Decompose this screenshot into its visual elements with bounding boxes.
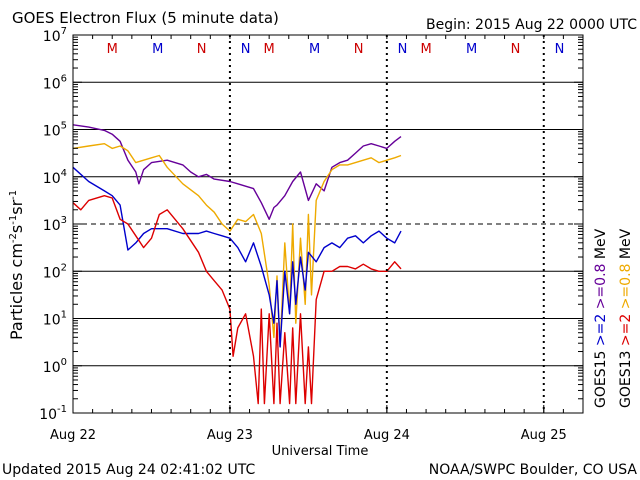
satellite-local-time-marker: N — [555, 42, 565, 57]
grid-lines — [73, 81, 583, 367]
y-tick-exponent: 0 — [61, 357, 67, 368]
satellite-local-time-marker: M — [264, 42, 275, 57]
y-tick-label: 102 — [43, 262, 67, 281]
legend-satellite: GOES13 — [618, 351, 634, 408]
legend-channel-2mev: >=2 — [593, 314, 609, 351]
legend-satellite: GOES15 — [593, 351, 609, 408]
y-tick-label: 103 — [43, 215, 67, 234]
y-tick-exponent: 3 — [61, 215, 67, 226]
y-tick-label: 106 — [43, 73, 67, 92]
satellite-local-time-marker: M — [309, 42, 320, 57]
legend-unit: MeV — [593, 228, 609, 263]
series-line — [72, 194, 402, 405]
y-axis-label-main: Particles cm — [7, 243, 26, 340]
satellite-local-time-marker: N — [511, 42, 521, 57]
y-tick-base: 10 — [39, 407, 57, 423]
chart-title: GOES Electron Flux (5 minute data) — [12, 9, 279, 27]
y-tick-exponent: 1 — [61, 310, 67, 321]
y-tick-label: 101 — [43, 310, 67, 329]
legend-row: GOES13 >=2 >=0.8 MeV — [618, 228, 634, 408]
noon-midnight-markers: M M M M M MN N N N N N — [107, 42, 565, 57]
y-tick-base: 10 — [43, 265, 61, 281]
updated-timestamp: Updated 2015 Aug 24 02:41:02 UTC — [2, 462, 255, 478]
y-axis-label-s: s — [7, 225, 26, 233]
y-tick-base: 10 — [43, 313, 61, 329]
x-tick-label: Aug 24 — [364, 428, 410, 443]
y-tick-label: 10-1 — [39, 404, 67, 423]
y-tick-base: 10 — [43, 360, 61, 376]
satellite-local-time-marker: N — [197, 42, 207, 57]
y-tick-label: 104 — [43, 168, 67, 187]
y-tick-base: 10 — [43, 29, 61, 45]
satellite-local-time-marker: N — [241, 42, 251, 57]
y-tick-exponent: -1 — [57, 404, 67, 415]
begin-time-label: Begin: 2015 Aug 22 0000 UTC — [426, 17, 637, 33]
satellite-local-time-marker: M — [420, 42, 431, 57]
satellite-local-time-marker: M — [466, 42, 477, 57]
y-tick-exponent: 4 — [61, 168, 67, 179]
satellite-local-time-marker: M — [107, 42, 118, 57]
series-lines — [72, 124, 402, 405]
y-tick-exponent: 6 — [61, 73, 67, 84]
y-tick-label: 100 — [43, 357, 67, 376]
y-tick-label: 107 — [43, 26, 67, 45]
credit-label: NOAA/SWPC Boulder, CO USA — [429, 462, 638, 478]
satellite-local-time-marker: N — [398, 42, 408, 57]
y-tick-base: 10 — [43, 76, 61, 92]
axis-ticks — [72, 34, 584, 414]
x-tick-label: Aug 22 — [50, 428, 96, 443]
y-tick-exponent: 2 — [61, 262, 67, 273]
legend-channel-08mev: >=0.8 — [593, 264, 609, 314]
satellite-local-time-marker: M — [152, 42, 163, 57]
legend-unit: MeV — [618, 228, 634, 263]
y-tick-exponent: 5 — [61, 121, 67, 132]
y-axis-label-sr: sr — [7, 199, 26, 214]
y-tick-base: 10 — [43, 124, 61, 140]
y-axis-label-sup3: -1 — [8, 190, 19, 200]
series-line — [72, 166, 402, 348]
satellite-local-time-marker: N — [354, 42, 364, 57]
legend-channel-08mev: >=0.8 — [618, 264, 634, 314]
y-tick-base: 10 — [43, 171, 61, 187]
series-line — [72, 142, 402, 348]
y-axis-label-sup2: -1 — [8, 215, 19, 225]
y-tick-label: 105 — [43, 121, 67, 140]
y-tick-base: 10 — [43, 218, 61, 234]
series-line — [72, 124, 402, 221]
legend-channel-2mev: >=2 — [618, 314, 634, 351]
y-axis-label: Particles cm-2s-1sr-1 — [7, 190, 26, 340]
x-tick-label: Aug 25 — [521, 428, 567, 443]
y-tick-exponent: 7 — [61, 26, 67, 37]
legend-row: GOES15 >=2 >=0.8 MeV — [593, 228, 609, 408]
y-axis-label-sup1: -2 — [8, 233, 19, 243]
x-tick-label: Aug 23 — [207, 428, 253, 443]
x-axis-label: Universal Time — [272, 444, 369, 459]
